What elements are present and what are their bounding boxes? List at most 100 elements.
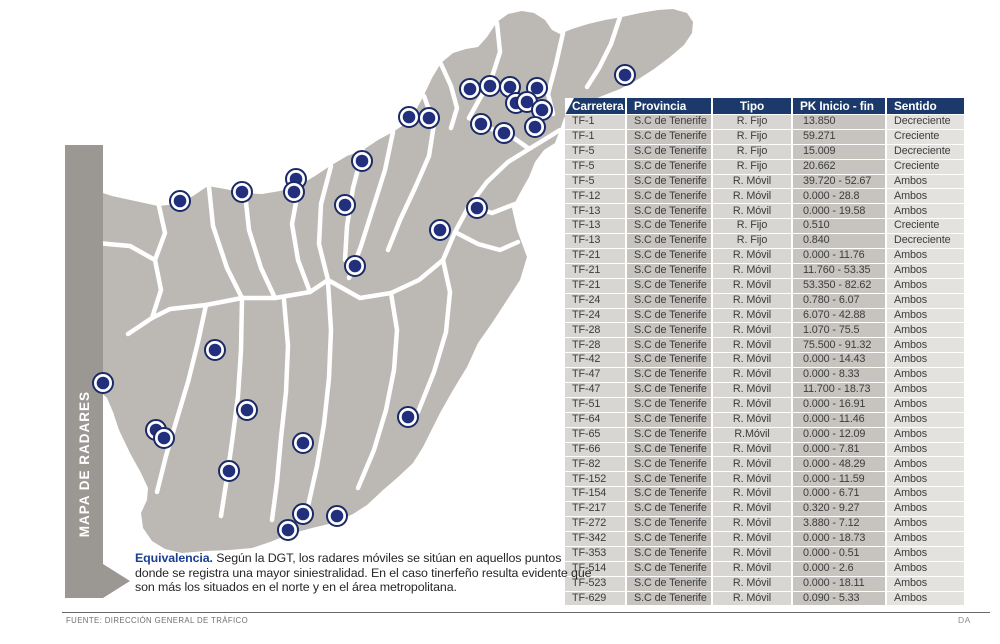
table-cell: S.C de Tenerife: [627, 397, 713, 413]
table-cell: R. Móvil: [713, 457, 793, 473]
table-cell: 39.720 - 52.67: [793, 174, 887, 190]
table-cell: TF-21: [565, 249, 627, 264]
table-cell: TF-217: [565, 502, 627, 518]
table-cell: R.Móvil: [713, 427, 793, 443]
table-cell: TF-5: [565, 174, 627, 190]
table-cell: Ambos: [887, 576, 966, 592]
table-cell: S.C de Tenerife: [627, 204, 713, 220]
table-cell: TF-47: [565, 383, 627, 398]
table-cell: 3.880 - 7.12: [793, 517, 887, 532]
table-cell: Ambos: [887, 487, 966, 503]
table-row: TF-13 S.C de Tenerife R. Fijo 0.510 Crecient…: [565, 219, 966, 235]
table-row: TF-13 S.C de Tenerife R. Fijo 0.840 Decrecie…: [565, 234, 966, 250]
table-cell: S.C de Tenerife: [627, 531, 713, 547]
table-cell: 53.350 - 82.62: [793, 278, 887, 294]
table-cell: TF-5: [565, 144, 627, 160]
table-row: TF-272 S.C de Tenerife R. Móvil 3.880 - 7.1…: [565, 517, 966, 532]
table-cell: Ambos: [887, 189, 966, 205]
table-cell: TF-629: [565, 591, 627, 607]
table-row: TF-12 S.C de Tenerife R. Móvil 0.000 - 28.8…: [565, 189, 966, 205]
table-cell: R. Móvil: [713, 502, 793, 518]
table-cell: S.C de Tenerife: [627, 249, 713, 264]
table-cell: S.C de Tenerife: [627, 353, 713, 369]
table-cell: R. Móvil: [713, 338, 793, 354]
table-cell: S.C de Tenerife: [627, 383, 713, 398]
table-cell: Creciente: [887, 129, 966, 145]
table-cell: R. Fijo: [713, 115, 793, 130]
table-cell: R. Fijo: [713, 159, 793, 175]
table-cell: 15.009: [793, 144, 887, 160]
table-row: TF-5 S.C de Tenerife R. Fijo 15.009 Decrecie…: [565, 144, 966, 160]
table-cell: 0.000 - 11.59: [793, 472, 887, 488]
table-cell: TF-13: [565, 234, 627, 250]
table-cell: R. Móvil: [713, 472, 793, 488]
table-cell: Ambos: [887, 561, 966, 577]
table-cell: S.C de Tenerife: [627, 159, 713, 175]
table-cell: S.C de Tenerife: [627, 278, 713, 294]
table-row: TF-64 S.C de Tenerife R. Móvil 0.000 - 11.4…: [565, 412, 966, 428]
table-row: TF-28 S.C de Tenerife R. Móvil 75.500 - 91.…: [565, 338, 966, 354]
table-cell: TF-65: [565, 427, 627, 443]
table-cell: Ambos: [887, 293, 966, 309]
table-cell: R. Móvil: [713, 308, 793, 324]
table-cell: TF-13: [565, 204, 627, 220]
radar-table: Carretera Provincia Tipo PK Inicio - fin Sen…: [565, 98, 966, 607]
table-row: TF-24 S.C de Tenerife R. Móvil 0.780 - 6.07…: [565, 293, 966, 309]
table-cell: TF-47: [565, 368, 627, 384]
table-cell: R. Móvil: [713, 353, 793, 369]
table-cell: Ambos: [887, 591, 966, 607]
table-corner-notch: [565, 98, 574, 115]
table-cell: R. Móvil: [713, 278, 793, 294]
column-header-carretera: Carretera: [565, 98, 627, 115]
table-cell: S.C de Tenerife: [627, 427, 713, 443]
table-row: TF-154 S.C de Tenerife R. Móvil 0.000 - 6.7…: [565, 487, 966, 503]
table-cell: TF-514: [565, 561, 627, 577]
table-cell: S.C de Tenerife: [627, 174, 713, 190]
table-cell: S.C de Tenerife: [627, 323, 713, 339]
table-row: TF-42 S.C de Tenerife R. Móvil 0.000 - 14.4…: [565, 353, 966, 369]
table-cell: Ambos: [887, 383, 966, 398]
table-cell: S.C de Tenerife: [627, 129, 713, 145]
table-cell: R. Móvil: [713, 487, 793, 503]
table-cell: Ambos: [887, 204, 966, 220]
table-cell: S.C de Tenerife: [627, 308, 713, 324]
table-cell: 11.760 - 53.35: [793, 263, 887, 279]
table-cell: 0.780 - 6.07: [793, 293, 887, 309]
table-cell: R. Fijo: [713, 234, 793, 250]
table-cell: 0.000 - 8.33: [793, 368, 887, 384]
table-row: TF-51 S.C de Tenerife R. Móvil 0.000 - 16.9…: [565, 397, 966, 413]
table-cell: S.C de Tenerife: [627, 517, 713, 532]
table-row: TF-65 S.C de Tenerife R.Móvil 0.000 - 12.09…: [565, 427, 966, 443]
table-cell: Ambos: [887, 427, 966, 443]
table-cell: Ambos: [887, 368, 966, 384]
table-cell: R. Móvil: [713, 412, 793, 428]
table-cell: S.C de Tenerife: [627, 189, 713, 205]
table-row: TF-1 S.C de Tenerife R. Fijo 13.850 Decrecie…: [565, 115, 966, 130]
table-cell: 0.840: [793, 234, 887, 250]
ribbon-arrow: [103, 564, 130, 598]
credit: DA: [958, 615, 971, 625]
table-cell: 0.000 - 18.73: [793, 531, 887, 547]
table-cell: R. Móvil: [713, 576, 793, 592]
table-row: TF-342 S.C de Tenerife R. Móvil 0.000 - 18.…: [565, 531, 966, 547]
table-cell: 0.090 - 5.33: [793, 591, 887, 607]
table-cell: Decreciente: [887, 144, 966, 160]
table-cell: 0.000 - 48.29: [793, 457, 887, 473]
table-cell: 0.000 - 14.43: [793, 353, 887, 369]
table-cell: Creciente: [887, 159, 966, 175]
table-cell: TF-21: [565, 278, 627, 294]
table-cell: S.C de Tenerife: [627, 115, 713, 130]
table-cell: Ambos: [887, 546, 966, 562]
table-cell: Ambos: [887, 412, 966, 428]
table-cell: R. Móvil: [713, 263, 793, 279]
table-cell: S.C de Tenerife: [627, 293, 713, 309]
table-cell: Decreciente: [887, 115, 966, 130]
table-cell: TF-523: [565, 576, 627, 592]
table-cell: S.C de Tenerife: [627, 561, 713, 577]
column-header-provincia: Provincia: [627, 98, 713, 115]
table-cell: R. Móvil: [713, 293, 793, 309]
table-cell: Ambos: [887, 397, 966, 413]
table-cell: Creciente: [887, 219, 966, 235]
table-cell: TF-24: [565, 308, 627, 324]
table-cell: Ambos: [887, 517, 966, 532]
